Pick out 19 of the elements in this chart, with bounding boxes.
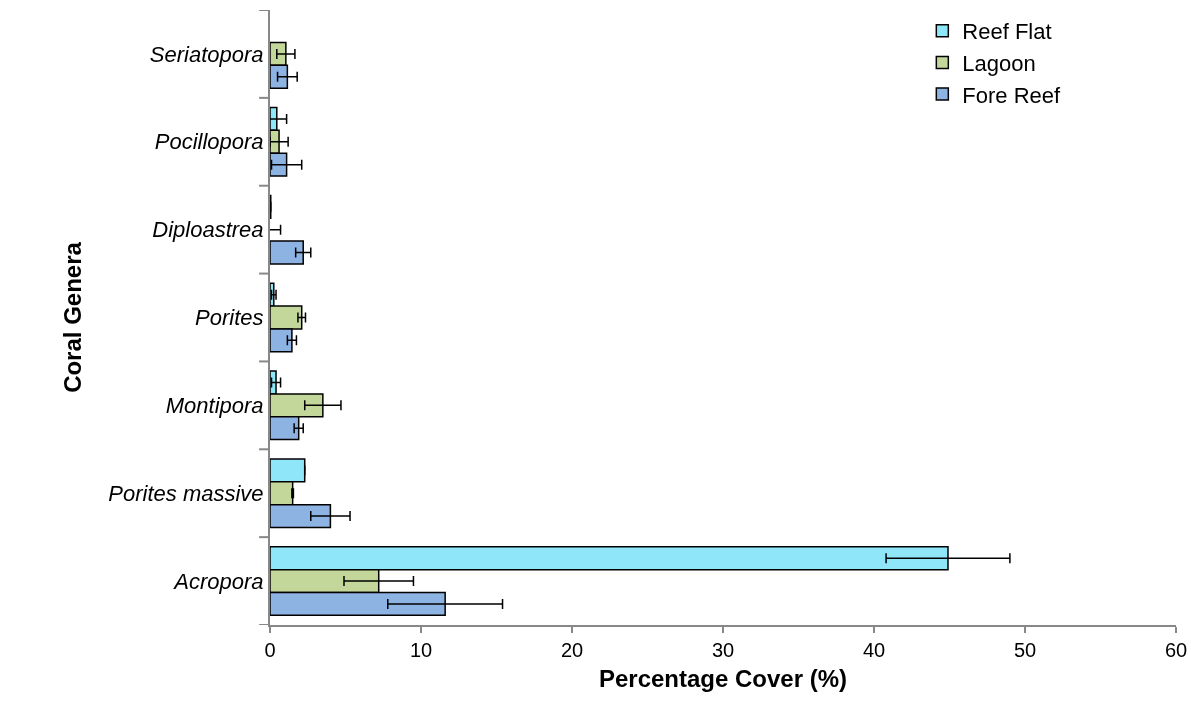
y-tick-label: Pocillopora — [154, 129, 264, 155]
y-tick-label: Porites massive — [108, 480, 264, 506]
y-tick-label: Seriatopora — [149, 41, 264, 67]
legend-label: Lagoon — [962, 50, 1036, 76]
legend-label: Reef Flat — [962, 19, 1052, 45]
y-tick-label: Diploastrea — [152, 217, 264, 243]
x-tick-label: 50 — [1013, 639, 1037, 661]
x-tick-label: 10 — [409, 639, 433, 661]
x-axis-title: Percentage Cover (%) — [598, 664, 848, 692]
x-tick-label: 0 — [264, 639, 276, 661]
x-tick-label: 20 — [560, 639, 584, 661]
y-tick-label: Porites — [195, 305, 264, 331]
y-tick-label: Acropora — [172, 568, 264, 594]
y-axis-title: Coral Genera — [58, 241, 86, 393]
legend-label: Fore Reef — [962, 82, 1062, 108]
x-tick-label: 60 — [1164, 639, 1188, 661]
x-tick-label: 30 — [711, 639, 735, 661]
x-tick-label: 40 — [862, 639, 886, 661]
y-tick-label: Montipora — [165, 393, 264, 419]
